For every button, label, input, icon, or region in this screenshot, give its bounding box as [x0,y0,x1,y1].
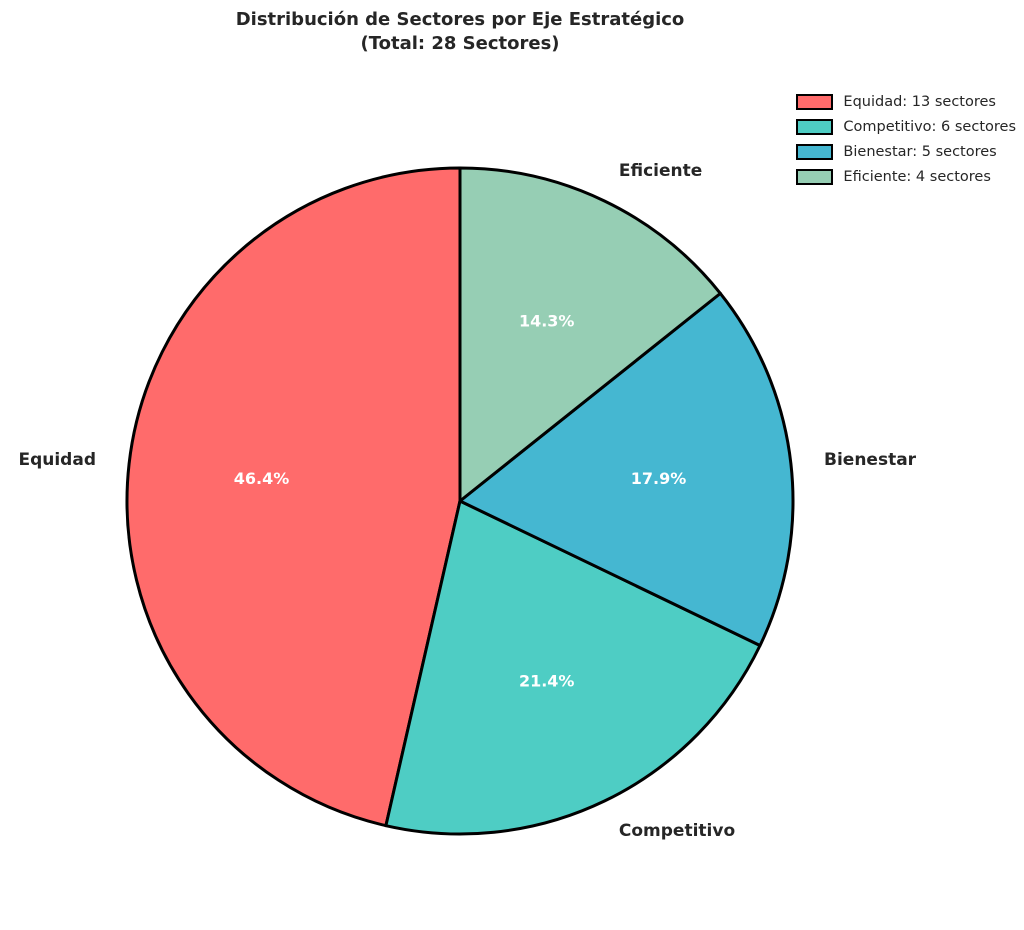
pct-label-eficiente: 14.3% [519,312,575,331]
legend-label-bienestar: Bienestar: 5 sectores [843,144,997,160]
pie-slice-eficiente [458,166,722,503]
legend-item-eficiente: Eficiente: 4 sectores [796,169,1016,185]
chart-title: Distribución de Sectores por Eje Estraté… [0,8,920,57]
legend-swatch-competitivo [796,119,834,135]
pct-label-competitivo: 21.4% [519,672,575,691]
legend-label-equidad: Equidad: 13 sectores [843,94,996,110]
wedge-label-equidad: Equidad [18,450,96,470]
wedge-label-competitivo: Competitivo [619,821,735,841]
legend-swatch-bienestar [796,144,834,160]
pct-label-bienestar: 17.9% [631,469,687,488]
legend-label-competitivo: Competitivo: 6 sectores [843,119,1016,135]
legend-swatch-equidad [796,94,834,110]
chart-title-line2: (Total: 28 Sectores) [360,33,560,55]
wedge-label-bienestar: Bienestar [824,450,917,470]
legend-item-competitivo: Competitivo: 6 sectores [796,119,1016,135]
legend-swatch-eficiente [796,169,834,185]
legend-item-equidad: Equidad: 13 sectores [796,94,1016,110]
legend-label-eficiente: Eficiente: 4 sectores [843,169,991,185]
pct-label-equidad: 46.4% [234,469,290,488]
legend-item-bienestar: Bienestar: 5 sectores [796,144,1016,160]
pie-slice-competitivo [384,499,762,836]
pie-slice-bienestar [458,291,795,647]
legend: Equidad: 13 sectores Competitivo: 6 secto… [796,94,1016,185]
chart-title-line1: Distribución de Sectores por Eje Estraté… [235,9,685,30]
wedge-label-eficiente: Eficiente [619,161,702,181]
pie-slice-equidad [125,166,462,828]
